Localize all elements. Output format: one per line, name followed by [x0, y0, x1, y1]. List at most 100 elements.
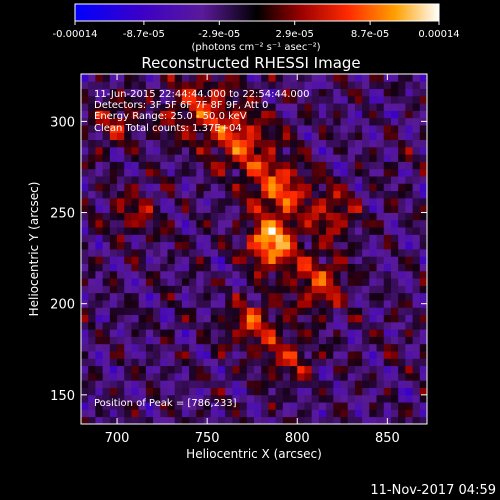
heatmap-cell: [340, 125, 349, 133]
heatmap-cell: [340, 292, 349, 301]
heatmap-cell: [318, 88, 327, 97]
heatmap-cell: [282, 190, 291, 199]
heatmap-cell: [362, 256, 370, 264]
heatmap-cell: [275, 234, 284, 243]
heatmap-cell: [311, 125, 320, 133]
heatmap-cell: [196, 358, 204, 367]
heatmap-cell: [297, 394, 305, 403]
heatmap-cell: [174, 183, 183, 192]
heatmap-cell: [326, 314, 334, 323]
heatmap-cell: [362, 227, 370, 235]
heatmap-cell: [340, 234, 349, 243]
heatmap-cell: [225, 81, 233, 89]
heatmap-cell: [117, 168, 125, 177]
heatmap-cell: [81, 103, 89, 111]
heatmap-cell: [95, 227, 104, 235]
heatmap-cell: [390, 81, 399, 89]
heatmap-cell: [376, 380, 385, 388]
heatmap-cell: [290, 103, 298, 111]
heatmap-cell: [275, 183, 284, 192]
heatmap-cell: [419, 139, 428, 148]
heatmap-cell: [203, 219, 212, 228]
heatmap-cell: [290, 190, 298, 199]
heatmap-cell: [383, 358, 392, 367]
heatmap-cell: [210, 343, 219, 352]
heatmap-cell: [275, 307, 284, 316]
heatmap-cell: [124, 168, 132, 177]
heatmap-cell: [160, 219, 168, 228]
heatmap-cell: [239, 168, 248, 177]
heatmap-cell: [261, 95, 269, 104]
heatmap-cell: [318, 256, 327, 264]
heatmap-cell: [254, 358, 262, 367]
heatmap-cell: [239, 139, 248, 148]
y-axis-label: Heliocentric Y (arcsec): [27, 182, 41, 317]
heatmap-cell: [196, 168, 204, 177]
heatmap-cell: [261, 314, 269, 323]
heatmap-cell: [145, 394, 154, 403]
heatmap-cell: [225, 387, 233, 396]
heatmap-cell: [419, 314, 428, 323]
heatmap-cell: [174, 95, 183, 104]
heatmap-cell: [232, 387, 240, 396]
heatmap-cell: [239, 263, 248, 272]
heatmap-cell: [109, 139, 118, 148]
heatmap-cell: [203, 249, 212, 257]
heatmap-cell: [354, 336, 363, 345]
heatmap-cell: [419, 103, 428, 111]
heatmap-cell: [88, 190, 96, 199]
heatmap-cell: [362, 139, 370, 148]
heatmap-cell: [225, 241, 233, 250]
heatmap-cell: [196, 321, 204, 330]
heatmap-cell: [333, 358, 341, 367]
heatmap-cell: [390, 270, 399, 279]
heatmap-cell: [181, 387, 190, 396]
heatmap-cell: [203, 314, 212, 323]
heatmap-cell: [362, 292, 370, 301]
heatmap-cell: [160, 285, 168, 294]
heatmap-cell: [174, 249, 183, 257]
heatmap-cell: [109, 278, 118, 286]
heatmap-cell: [390, 387, 399, 396]
heatmap-cell: [268, 183, 277, 192]
heatmap-cell: [81, 256, 89, 264]
heatmap-cell: [117, 416, 125, 425]
heatmap-cell: [203, 292, 212, 301]
heatmap-cell: [398, 219, 406, 228]
heatmap-cell: [347, 329, 356, 337]
heatmap-cell: [239, 329, 248, 337]
heatmap-cell: [160, 300, 168, 308]
heatmap-cell: [254, 183, 262, 192]
heatmap-cell: [138, 365, 147, 374]
heatmap-cell: [131, 125, 140, 133]
heatmap-cell: [275, 132, 284, 141]
heatmap-cell: [181, 154, 190, 162]
heatmap-cell: [117, 292, 125, 301]
heatmap-cell: [275, 95, 284, 104]
colorbar-gradient: [74, 3, 440, 22]
heatmap-cell: [145, 176, 154, 184]
heatmap-cell: [225, 161, 233, 170]
heatmap-cell: [362, 176, 370, 184]
heatmap-cell: [304, 394, 313, 403]
heatmap-cell: [340, 365, 349, 374]
y-tick-label: 250: [50, 207, 75, 222]
heatmap-cell: [354, 292, 363, 301]
heatmap-cell: [419, 351, 428, 359]
heatmap-cell: [290, 161, 298, 170]
heatmap-cell: [354, 249, 363, 257]
heatmap-cell: [304, 168, 313, 177]
heatmap-cell: [390, 249, 399, 257]
heatmap-cell: [167, 197, 176, 206]
heatmap-cell: [354, 343, 363, 352]
heatmap-cell: [102, 351, 111, 359]
heatmap-cell: [210, 402, 219, 410]
heatmap-cell: [369, 110, 377, 119]
heatmap-cell: [304, 190, 313, 199]
heatmap-cell: [268, 227, 277, 235]
heatmap-cell: [297, 197, 305, 206]
heatmap-cell: [398, 314, 406, 323]
heatmap-cell: [167, 81, 176, 89]
heatmap-cell: [181, 197, 190, 206]
heatmap-cell: [88, 314, 96, 323]
